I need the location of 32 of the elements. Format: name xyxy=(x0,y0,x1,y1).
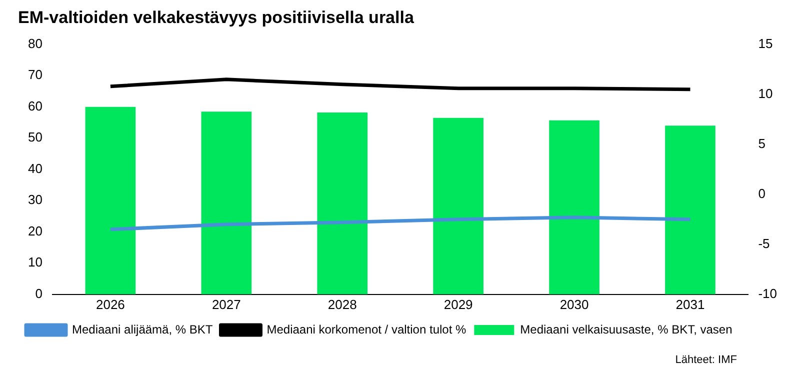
x-tick-label: 2027 xyxy=(212,296,241,312)
x-tick-label: 2026 xyxy=(96,296,125,312)
y-tick-label: 10 xyxy=(28,254,42,270)
chart-title: EM-valtioiden velkakestävyys positiivisella uralla xyxy=(18,8,414,27)
y-tick-label: 0 xyxy=(35,286,42,301)
x-tick-label: 2030 xyxy=(560,296,589,312)
y-tick-label: 20 xyxy=(28,223,42,238)
bar xyxy=(317,112,368,294)
legend-label: Mediaani korkomenot / valtion tulot % xyxy=(266,322,466,336)
y-tick-label: 80 xyxy=(28,36,42,51)
y2-tick-label: 15 xyxy=(758,36,773,51)
y-tick-label: 70 xyxy=(28,67,42,82)
y-tick-label: 60 xyxy=(28,98,42,114)
y2-tick-label: 0 xyxy=(758,186,766,201)
bar xyxy=(433,118,484,294)
y-tick-label: 40 xyxy=(28,160,42,176)
bar xyxy=(201,112,252,294)
bar xyxy=(85,106,136,294)
y2-tick-label: -5 xyxy=(758,236,770,251)
y2-tick-label: 5 xyxy=(758,136,766,151)
bar xyxy=(665,126,716,294)
y2-tick-label: -10 xyxy=(758,286,778,301)
x-tick-label: 2028 xyxy=(328,296,357,312)
text: Lähteet: IMF xyxy=(675,354,738,366)
legend-label: Mediaani alijäämä, % BKT xyxy=(72,322,214,336)
legend-label: Mediaani velkaisuusaste, % BKT, vasen xyxy=(520,322,732,336)
x-tick-label: 2029 xyxy=(444,296,473,312)
y2-tick-label: 10 xyxy=(758,86,773,101)
y-tick-label: 50 xyxy=(28,130,42,145)
y-tick-label: 30 xyxy=(28,192,42,208)
bar xyxy=(549,120,600,294)
x-tick-label: 2031 xyxy=(676,296,705,312)
